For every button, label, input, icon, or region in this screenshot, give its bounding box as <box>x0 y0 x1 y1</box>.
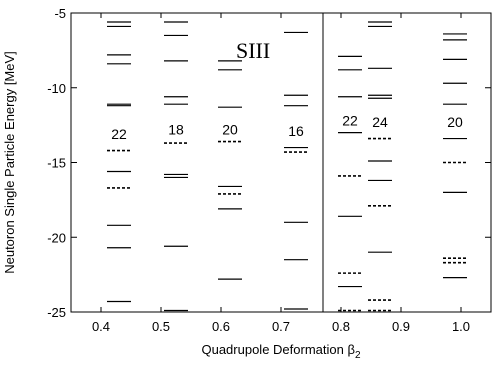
x-tick-label: 0.5 <box>152 319 170 334</box>
x-tick-labels: 0.4 0.5 0.6 0.7 0.8 0.9 1.0 <box>92 319 470 334</box>
x-tick-label: 0.8 <box>332 319 350 334</box>
shell-number: 16 <box>288 123 304 139</box>
shell-number: 18 <box>168 122 184 138</box>
y-axis-label: Neutoron Single Particle Energy [MeV] <box>2 51 17 274</box>
y-tick-label: -10 <box>47 81 66 96</box>
y-tick-labels: -25 -20 -15 -10 -5 <box>47 6 66 320</box>
level-column-6 <box>368 21 392 312</box>
shell-number: 24 <box>372 114 388 130</box>
shell-number: 20 <box>222 122 238 138</box>
shell-number: 22 <box>111 126 127 142</box>
y-tick-label: -20 <box>47 230 66 245</box>
energy-levels <box>107 21 467 312</box>
x-tick-label: 0.6 <box>212 319 230 334</box>
level-column-7 <box>443 33 467 279</box>
x-tick-label: 0.9 <box>392 319 410 334</box>
axis-ticks <box>71 12 491 313</box>
plot-frame <box>70 12 492 313</box>
level-column-1 <box>107 21 131 303</box>
x-axis-label: Quadrupole Deformation β2 <box>201 342 360 361</box>
level-column-5 <box>338 55 362 312</box>
shell-numbers: 22 18 20 16 22 24 20 <box>111 113 463 142</box>
x-tick-label: 1.0 <box>452 319 470 334</box>
x-tick-label: 0.7 <box>272 319 290 334</box>
y-tick-label: -15 <box>47 156 66 171</box>
shell-number: 22 <box>342 113 358 129</box>
shell-number: 20 <box>447 114 463 130</box>
x-axis-label-main: Quadrupole Deformation β <box>201 342 354 357</box>
y-tick-label: -5 <box>54 6 66 21</box>
level-column-3 <box>218 60 242 280</box>
level-column-2 <box>164 21 188 312</box>
x-tick-label: 0.4 <box>92 319 110 334</box>
x-axis-label-subscript: 2 <box>355 350 361 361</box>
y-tick-label: -25 <box>47 305 66 320</box>
level-column-4 <box>284 31 308 310</box>
chart-title: SIII <box>236 38 270 63</box>
